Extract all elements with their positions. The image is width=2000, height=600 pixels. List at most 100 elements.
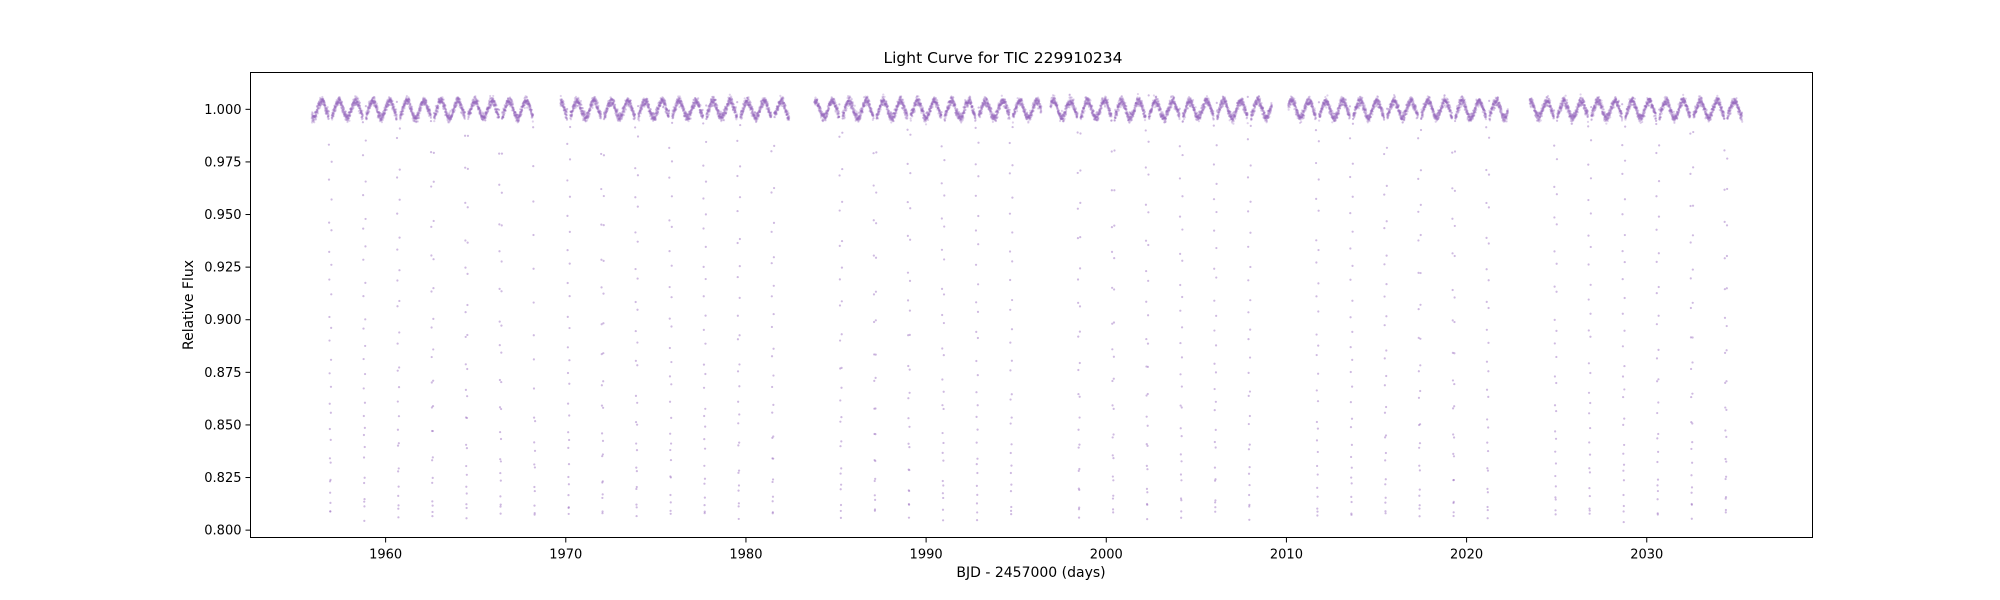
data-point <box>331 112 335 115</box>
data-point <box>498 378 501 382</box>
data-point <box>380 116 383 119</box>
data-point <box>838 174 841 177</box>
data-point <box>332 112 336 116</box>
data-point <box>397 504 400 507</box>
data-point <box>613 100 616 103</box>
data-point <box>705 140 708 144</box>
data-point <box>360 109 363 113</box>
data-point <box>602 380 605 383</box>
data-point <box>381 115 384 118</box>
data-point <box>331 114 335 118</box>
data-point <box>397 467 400 470</box>
data-point <box>317 107 321 110</box>
data-point <box>389 96 392 100</box>
data-point <box>327 117 330 120</box>
data-point <box>393 111 396 114</box>
data-point <box>384 108 387 111</box>
data-point <box>377 114 381 117</box>
data-point <box>683 107 686 110</box>
data-point <box>353 100 356 103</box>
data-point <box>499 460 503 463</box>
data-point <box>366 111 369 114</box>
data-point <box>375 105 378 108</box>
data-point <box>772 457 775 460</box>
data-point <box>498 152 501 155</box>
data-point <box>381 114 385 117</box>
data-point <box>431 476 434 479</box>
data-point <box>636 308 639 311</box>
data-point <box>316 110 319 113</box>
data-point <box>465 485 468 488</box>
data-point <box>766 100 769 103</box>
data-point <box>737 469 741 472</box>
data-point <box>318 103 321 106</box>
data-point <box>372 99 375 102</box>
data-point <box>362 194 365 197</box>
data-point <box>602 406 605 409</box>
data-point <box>568 438 571 442</box>
data-point <box>771 500 774 503</box>
data-point <box>320 102 323 105</box>
data-point <box>358 106 361 110</box>
data-point <box>737 444 740 447</box>
data-point <box>622 113 626 117</box>
data-point <box>380 115 383 118</box>
data-point <box>465 464 468 468</box>
data-point <box>702 265 705 268</box>
data-point <box>599 116 603 119</box>
data-point <box>358 112 361 115</box>
data-point <box>329 385 333 388</box>
data-point <box>341 104 344 108</box>
data-point <box>393 108 396 111</box>
data-point <box>737 505 740 508</box>
data-point <box>639 112 643 115</box>
data-point <box>726 107 729 111</box>
data-point <box>317 103 320 106</box>
data-point <box>376 111 379 114</box>
data-point <box>376 109 379 113</box>
data-point <box>500 324 503 327</box>
data-point <box>380 119 383 122</box>
data-point <box>310 115 314 118</box>
data-point <box>392 105 395 109</box>
data-point <box>326 108 329 111</box>
data-point <box>369 103 372 106</box>
data-point <box>389 98 392 101</box>
data-point <box>453 109 457 112</box>
data-point <box>340 102 343 105</box>
data-point <box>359 110 363 113</box>
data-point <box>636 341 639 344</box>
data-point <box>334 105 337 109</box>
data-point <box>314 110 317 113</box>
data-point <box>398 366 401 369</box>
data-point <box>634 359 637 362</box>
data-point <box>533 441 536 444</box>
data-point <box>568 195 572 198</box>
data-point <box>329 411 332 414</box>
data-point <box>325 111 329 115</box>
data-point <box>375 102 378 105</box>
data-point <box>366 112 369 115</box>
data-point <box>500 191 503 194</box>
data-point <box>738 265 741 268</box>
data-point <box>635 466 638 469</box>
data-point <box>567 463 571 466</box>
data-point <box>390 100 393 103</box>
data-point <box>312 116 315 119</box>
data-point <box>634 267 637 271</box>
data-point <box>435 113 438 116</box>
data-point <box>345 116 348 120</box>
data-point <box>430 381 433 384</box>
data-point <box>390 100 393 103</box>
data-point <box>381 116 384 120</box>
data-point <box>362 258 365 261</box>
data-point <box>600 258 603 261</box>
data-point <box>355 101 359 104</box>
data-point <box>387 103 390 106</box>
data-point <box>408 99 411 102</box>
data-point <box>314 117 317 120</box>
data-point <box>704 342 707 345</box>
data-point <box>381 113 384 116</box>
data-point <box>416 120 419 123</box>
data-point <box>498 250 501 253</box>
